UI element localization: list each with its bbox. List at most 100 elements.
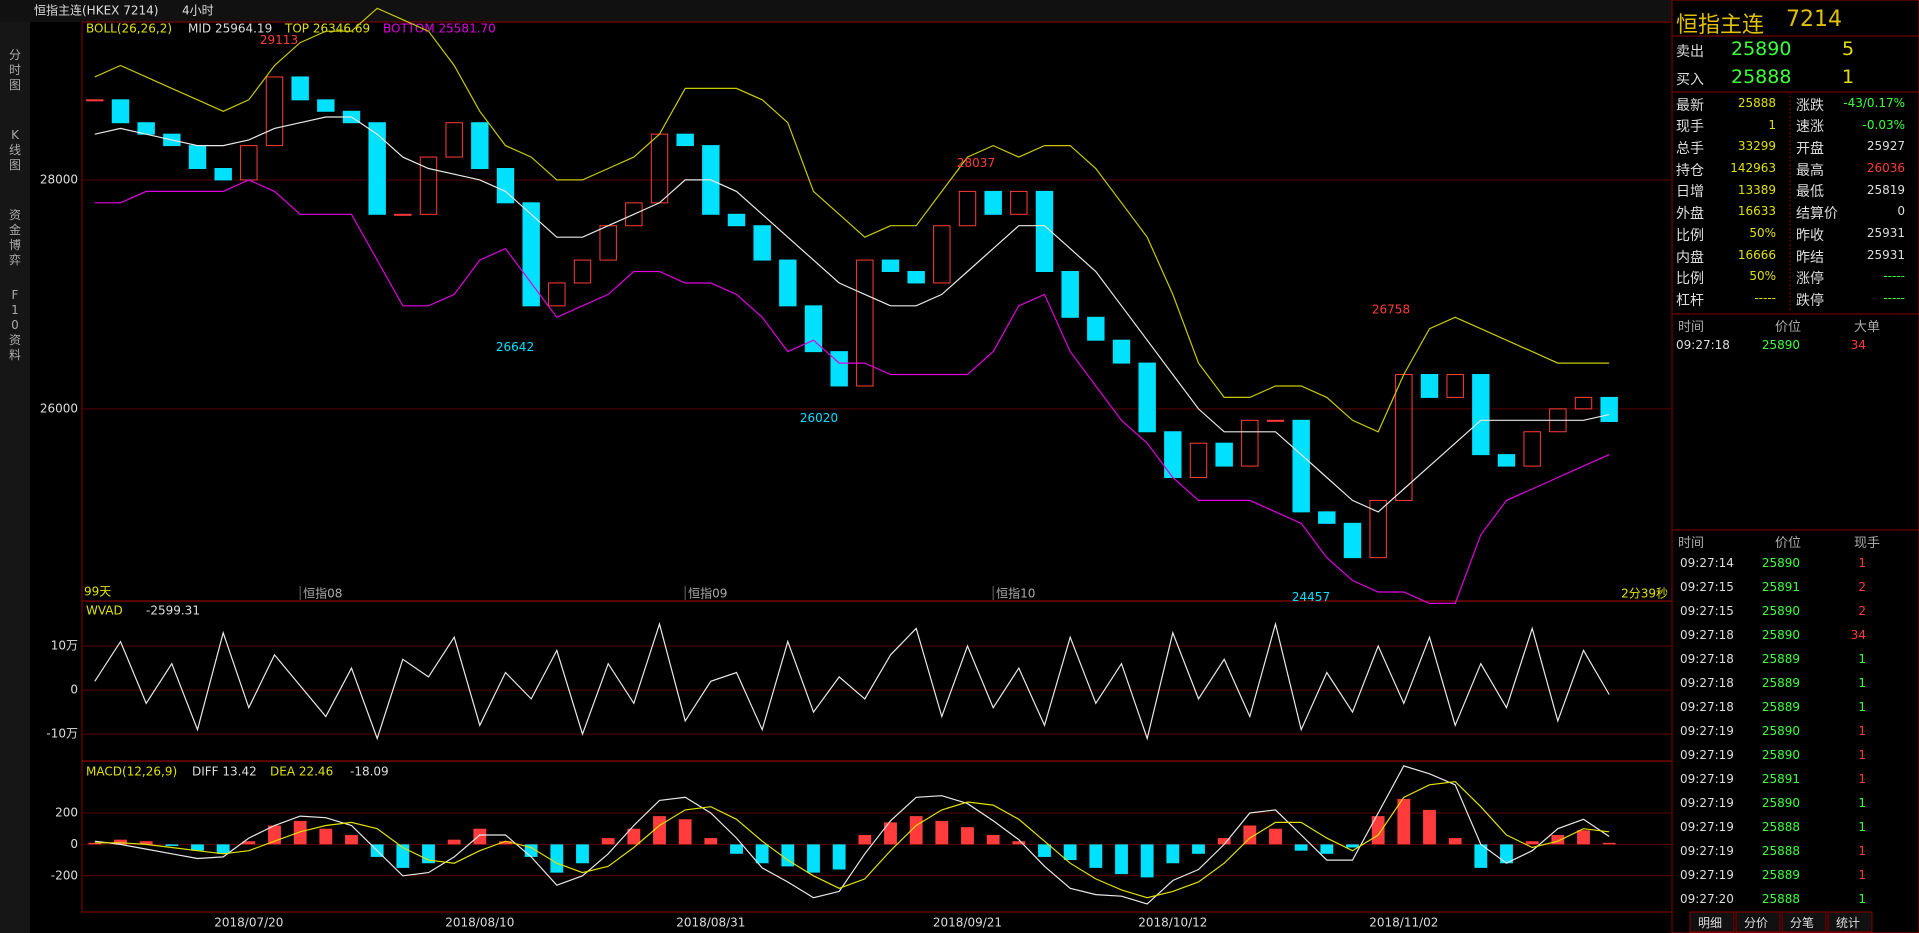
price-annotation: 29113: [260, 33, 298, 47]
quote-text: 25890: [1761, 723, 1800, 738]
quote-text: 卖出: [1676, 43, 1704, 60]
macd-diff-line: [94, 765, 1610, 905]
quote-text: 5: [1842, 37, 1855, 60]
quote-text: 09:27:18: [1680, 651, 1734, 666]
x-tick-label: 2018/09/21: [933, 916, 1002, 930]
quote-text: 13389: [1737, 182, 1776, 197]
quote-text: 09:27:19: [1680, 819, 1734, 834]
x-tick-label: 2018/11/02: [1369, 916, 1438, 930]
quote-text: 最新: [1676, 97, 1704, 114]
boll-mid: [94, 116, 1610, 513]
candle: [1087, 316, 1105, 341]
candle: [984, 190, 1002, 215]
candle: [291, 76, 309, 101]
quote-text: 25889: [1761, 651, 1800, 666]
quote-text: 25888: [1761, 819, 1800, 834]
quote-text: 速涨: [1796, 119, 1824, 136]
side-tab[interactable]: 资金博弈: [9, 208, 21, 267]
side-tab[interactable]: F 1 0 资料: [9, 288, 21, 362]
quote-text: 09:27:15: [1680, 579, 1734, 594]
quote-text: 25890: [1761, 627, 1800, 642]
price-annotation: 26642: [496, 340, 534, 354]
side-tab-char: 1: [11, 303, 19, 317]
quote-text: 09:27:19: [1680, 723, 1734, 738]
candle: [856, 259, 874, 387]
side-tab-char: 图: [9, 158, 21, 172]
quote-text: 09:27:19: [1680, 867, 1734, 882]
candle: [727, 213, 746, 227]
quote-text: -----: [1883, 291, 1905, 306]
quote-text: 25889: [1761, 675, 1800, 690]
quote-text: 25890: [1761, 603, 1800, 618]
boll-bottom: [94, 179, 1610, 604]
quote-text[interactable]: 统计: [1836, 915, 1861, 930]
quote-text: 恒指主连: [1676, 12, 1765, 38]
side-tab[interactable]: K 线图: [9, 128, 21, 172]
candle: [881, 259, 900, 273]
quote-text: 2: [1858, 603, 1866, 618]
y-tick-label: 10万: [51, 639, 78, 653]
quote-text: -0.03%: [1862, 117, 1905, 132]
quote-text: 16633: [1737, 204, 1776, 219]
quote-text: 25890: [1761, 747, 1800, 762]
quote-text: 25889: [1761, 699, 1800, 714]
side-tab-char: K: [11, 128, 20, 142]
quote-text: 开盘: [1796, 141, 1824, 157]
period[interactable]: 4小时: [182, 4, 214, 18]
quote-text: 33299: [1737, 139, 1776, 154]
quote-text[interactable]: 分价: [1744, 915, 1769, 930]
quote-text: 25927: [1866, 139, 1905, 154]
quote-text: 1: [1842, 65, 1855, 88]
quote-text: 最低: [1796, 184, 1824, 201]
candle: [1343, 522, 1362, 559]
quote-text: 09:27:14: [1680, 555, 1734, 570]
quote-text: 1: [1768, 117, 1776, 132]
month-label: 恒指09: [688, 586, 727, 601]
quote-text: 26036: [1866, 160, 1905, 175]
quote-text: 25889: [1761, 867, 1800, 882]
symbol[interactable]: 恒指主连(HKEX 7214): [34, 3, 158, 18]
side-tab-char: 线: [9, 143, 21, 157]
quote-text: 25888: [1761, 843, 1800, 858]
candle: [625, 202, 643, 227]
x-tick-label: 2018/07/20: [214, 916, 283, 930]
candle: [1523, 431, 1541, 467]
quote-text: 1: [1858, 771, 1866, 786]
candle: [779, 259, 797, 307]
quote-text: 2: [1858, 579, 1866, 594]
wvad-label: WVAD: [86, 604, 123, 618]
candle: [419, 156, 438, 215]
quote-text: 09:27:19: [1680, 843, 1734, 858]
candle: [1112, 339, 1131, 364]
footer-days: 99天: [84, 585, 111, 599]
quote-text: -----: [1754, 291, 1776, 306]
quote-text: 25890: [1761, 555, 1800, 570]
boll-top: TOP 26346.69: [284, 22, 370, 36]
candle: [1318, 511, 1336, 524]
price-annotation: 28037: [957, 156, 995, 170]
quote-text: 09:27:15: [1680, 603, 1734, 618]
quote-text: 1: [1858, 891, 1866, 906]
candle: [214, 168, 232, 181]
quote-text: 09:27:19: [1680, 747, 1734, 762]
side-tab-char: 金: [9, 222, 21, 237]
quote-text: 价位: [1775, 320, 1802, 336]
side-tab-char: 分: [9, 48, 21, 62]
candle: [1420, 374, 1439, 398]
quote-text[interactable]: 明细: [1698, 915, 1723, 930]
quote-text: 最高: [1796, 162, 1824, 179]
quote-text: 比例: [1676, 271, 1704, 288]
quote-text: 25931: [1866, 226, 1905, 240]
quote-text: 09:27:18: [1680, 675, 1734, 690]
footer-time: 2分39秒: [1621, 587, 1668, 601]
quote-text[interactable]: 分笔: [1790, 915, 1815, 930]
quote-text: 买入: [1676, 71, 1704, 88]
side-tab[interactable]: 分时图: [9, 48, 21, 92]
quote-text: 日增: [1676, 184, 1704, 201]
quote-text: 09:27:19: [1680, 771, 1734, 786]
quote-text: 34: [1850, 337, 1866, 352]
candle: [753, 225, 771, 261]
quote-text: 09:27:18: [1680, 627, 1734, 642]
chart-frame: [81, 21, 1673, 913]
